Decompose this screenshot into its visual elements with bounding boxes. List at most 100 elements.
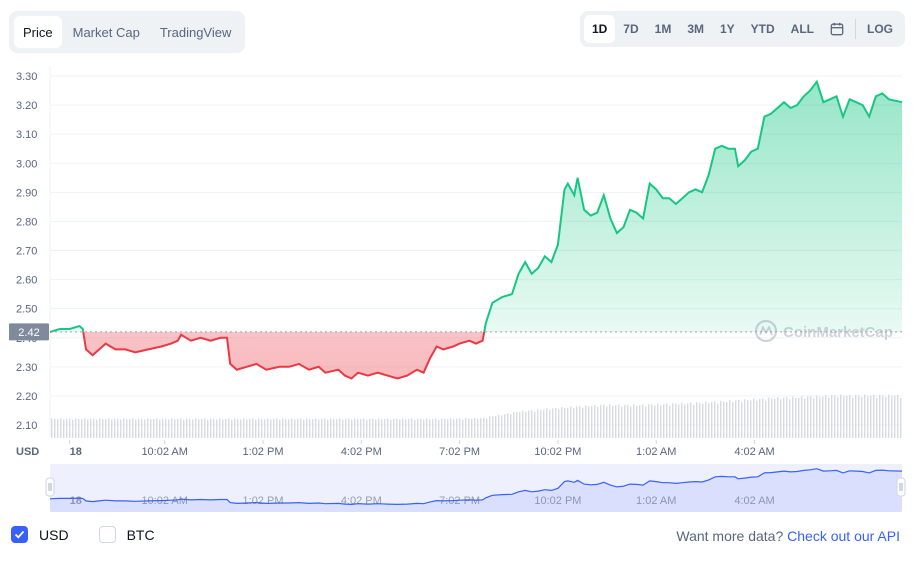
brush-area: [50, 468, 902, 512]
volume-bar: [798, 397, 800, 438]
volume-bar: [240, 419, 242, 438]
volume-bar: [276, 418, 278, 438]
range-1d-button[interactable]: 1D: [583, 15, 616, 43]
volume-bar: [585, 405, 587, 438]
range-all-button[interactable]: ALL: [790, 22, 814, 36]
volume-bar: [366, 419, 368, 438]
volume-bar: [147, 418, 149, 438]
volume-bar: [726, 401, 728, 438]
volume-bar: [396, 418, 398, 438]
brush-x-tick-label: 10:02 PM: [534, 495, 581, 507]
tab-tradingview[interactable]: TradingView: [159, 24, 232, 40]
y-tick-label: 2.80: [16, 216, 37, 228]
legend-usd[interactable]: USD: [11, 526, 69, 543]
volume-bar: [417, 418, 419, 438]
range-1y-button[interactable]: 1Y: [719, 22, 735, 36]
volume-bar: [807, 396, 809, 438]
volume-bar: [99, 418, 101, 438]
volume-bar: [183, 419, 185, 438]
y-tick-label: 2.70: [16, 246, 37, 258]
volume-bar: [273, 418, 275, 438]
brush-left-handle[interactable]: [45, 477, 55, 497]
volume-bar: [66, 418, 68, 438]
volume-bar: [471, 418, 473, 438]
usd-checkbox[interactable]: [11, 526, 28, 543]
range-3m-button[interactable]: 3M: [687, 22, 704, 36]
volume-bar: [282, 418, 284, 438]
volume-bar: [573, 408, 575, 438]
volume-bar: [681, 402, 683, 438]
volume-bar: [87, 419, 89, 438]
x-axis: 18 10:02 AM 1:02 PM 4:02 PM 7:02 PM 10:02 PM 1…: [69, 440, 775, 458]
tab-market-cap[interactable]: Market Cap: [72, 24, 140, 40]
volume-bar: [741, 402, 743, 438]
volume-bar: [774, 398, 776, 438]
volume-bar: [696, 402, 698, 438]
price-chart[interactable]: 3.303.203.103.002.902.802.702.602.502.40…: [0, 0, 914, 520]
range-ytd-button[interactable]: YTD: [750, 22, 775, 36]
volume-bar: [522, 410, 524, 438]
volume-bar: [459, 418, 461, 438]
volume-bar: [843, 396, 845, 438]
volume-bar: [468, 418, 470, 438]
volume-bar: [489, 416, 491, 438]
volume-bar: [342, 419, 344, 438]
volume-bar: [231, 419, 233, 438]
volume-bar: [810, 396, 812, 438]
volume-bar: [501, 415, 503, 438]
log-scale-button[interactable]: LOG: [867, 22, 893, 36]
range-brush[interactable]: 18 10:02 AM 1:02 PM 4:02 PM 7:02 PM 10:02 PM 1…: [45, 464, 906, 512]
volume-bar: [894, 395, 896, 438]
volume-bar: [384, 419, 386, 438]
volume-bar: [168, 419, 170, 438]
volume-bar: [885, 396, 887, 438]
volume-bar: [369, 418, 371, 438]
tab-price[interactable]: Price: [14, 16, 62, 48]
btc-checkbox[interactable]: [98, 526, 116, 543]
volume-bar: [78, 419, 80, 438]
volume-bar: [204, 418, 206, 438]
volume-bar: [888, 394, 890, 438]
volume-bar: [207, 419, 209, 438]
volume-bar: [177, 418, 179, 438]
volume-bar: [267, 418, 269, 438]
volume-bar: [498, 414, 500, 438]
volume-bar: [867, 396, 869, 438]
api-link[interactable]: Check out our API: [787, 528, 900, 544]
x-tick-label: 4:02 AM: [734, 446, 774, 458]
volume-bar: [438, 419, 440, 438]
calendar-button[interactable]: [822, 15, 852, 43]
volume-bar: [783, 397, 785, 438]
volume-bar: [873, 394, 875, 438]
y-tick-label: 2.20: [16, 391, 37, 403]
legend-btc[interactable]: BTC: [98, 526, 155, 543]
volume-bar: [297, 418, 299, 438]
volume-bar: [732, 401, 734, 438]
volume-bar: [525, 412, 527, 438]
svg-text:2.42: 2.42: [18, 327, 39, 339]
y-tick-label: 2.90: [16, 187, 37, 199]
legend-usd-label: USD: [39, 526, 69, 543]
volume-bar: [114, 418, 116, 438]
volume-bar: [768, 397, 770, 438]
volume-bars: [51, 394, 902, 438]
volume-bar: [672, 403, 674, 438]
volume-bar: [108, 418, 110, 438]
volume-bar: [636, 405, 638, 438]
volume-bar: [684, 404, 686, 438]
volume-bar: [120, 419, 122, 438]
volume-bar: [588, 406, 590, 438]
x-tick-label: 4:02 PM: [341, 446, 382, 458]
volume-bar: [288, 419, 290, 438]
volume-bar: [495, 416, 497, 438]
volume-bar: [354, 418, 356, 438]
range-7d-button[interactable]: 7D: [623, 22, 639, 36]
volume-bar: [570, 406, 572, 438]
volume-bar: [483, 417, 485, 438]
volume-bar: [507, 413, 509, 438]
volume-bar: [408, 418, 410, 438]
brush-right-handle[interactable]: [896, 477, 906, 497]
volume-bar: [171, 418, 173, 438]
range-1m-button[interactable]: 1M: [654, 22, 672, 36]
legend-btc-label: BTC: [126, 526, 155, 543]
